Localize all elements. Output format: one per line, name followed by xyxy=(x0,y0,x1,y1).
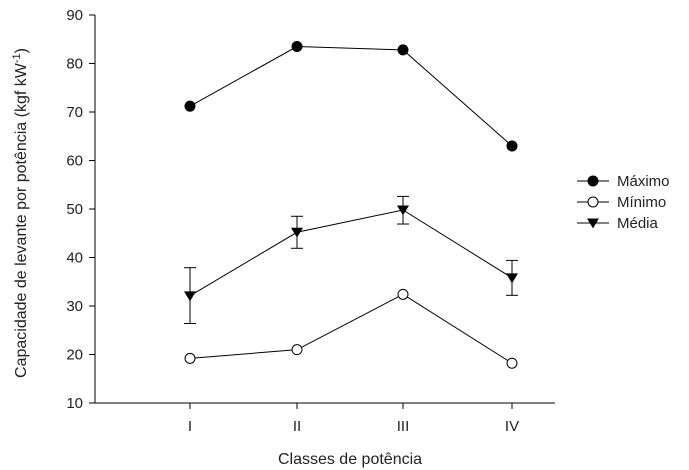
y-tick-label: 40 xyxy=(66,250,83,267)
y-axis-title: Capacidade de levante por potência (kgf … xyxy=(11,48,30,378)
series-line xyxy=(189,46,513,147)
legend-marker xyxy=(587,218,599,229)
y-tick-label: 70 xyxy=(66,104,83,121)
data-point xyxy=(184,291,196,302)
x-tick-label: IV xyxy=(505,418,519,435)
y-tick-label: 20 xyxy=(66,347,83,364)
legend: Máximo Mínimo Média xyxy=(577,173,670,232)
y-axis-title-superscript: -1 xyxy=(11,53,23,63)
data-point xyxy=(397,44,409,56)
series-2 xyxy=(184,195,518,324)
y-axis-title-main: Capacidade de levante por potência (kgf … xyxy=(13,62,30,378)
x-axis-title: Classes de potência xyxy=(278,451,422,468)
series-1 xyxy=(184,288,518,369)
y-tick-label: 60 xyxy=(66,153,83,170)
y-tick-label: 50 xyxy=(66,201,83,218)
y-axis-title-close: ) xyxy=(13,48,30,53)
y-tick-label: 80 xyxy=(66,56,83,73)
y-axis-ticks: 10 20 30 40 50 60 70 80 90 xyxy=(66,7,95,412)
series-0 xyxy=(184,41,518,152)
data-point xyxy=(184,100,196,112)
data-point xyxy=(397,288,409,300)
series-line xyxy=(189,293,513,364)
series-line xyxy=(189,209,513,297)
data-point xyxy=(184,352,196,364)
legend-label: Mínimo xyxy=(617,194,666,211)
legend-label: Máximo xyxy=(617,173,670,190)
legend-marker xyxy=(587,175,599,187)
legend-label: Média xyxy=(617,215,659,232)
y-tick-label: 90 xyxy=(66,7,83,24)
y-tick-label: 10 xyxy=(66,395,83,412)
y-tick-label: 30 xyxy=(66,298,83,315)
data-point xyxy=(506,273,518,284)
data-point xyxy=(506,357,518,369)
data-point xyxy=(291,41,303,53)
data-point xyxy=(506,140,518,152)
x-axis-ticks: I II III IV xyxy=(188,403,519,435)
x-tick-label: I xyxy=(188,418,192,435)
series-layer xyxy=(184,41,518,369)
x-tick-label: III xyxy=(397,418,410,435)
data-point xyxy=(397,205,409,216)
axes xyxy=(94,15,555,404)
legend-marker xyxy=(587,196,599,208)
data-point xyxy=(291,227,303,238)
data-point xyxy=(291,344,303,356)
x-tick-label: II xyxy=(293,418,301,435)
